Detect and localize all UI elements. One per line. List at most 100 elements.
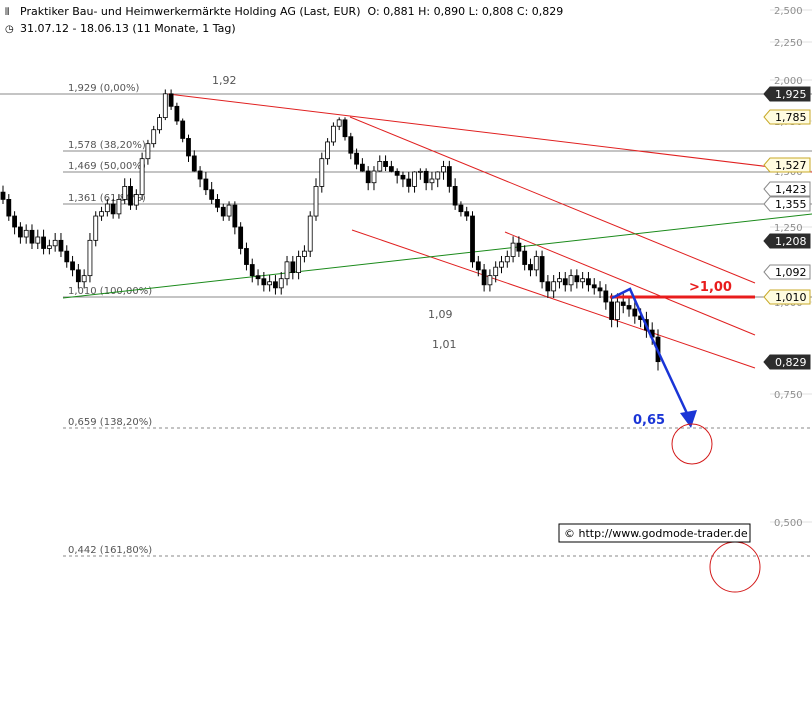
y-tick-label: 1,250 (774, 223, 803, 234)
candle-body (528, 264, 533, 271)
candle (116, 194, 122, 219)
price-box: 1,527 (763, 157, 811, 173)
candle (52, 233, 58, 252)
candle (632, 301, 638, 324)
candle (487, 269, 493, 292)
candle (226, 201, 232, 221)
ohlc-readout: O: 0,881 H: 0,890 L: 0,808 C: 0,829 (367, 5, 564, 18)
candle (186, 134, 191, 162)
fib-label-6: 0,442 (161,80%) (68, 545, 152, 556)
candle-body (110, 203, 116, 215)
y-tick-label: 2,250 (774, 38, 803, 49)
candle (533, 250, 539, 277)
candle (336, 117, 342, 131)
candle (394, 168, 400, 184)
candle-body (475, 261, 481, 271)
candle-body (487, 275, 493, 286)
candle-body (52, 239, 58, 247)
price-box-label: 1,785 (775, 111, 807, 124)
candle (174, 102, 180, 125)
fib-label-5: 0,659 (138,20%) (68, 417, 152, 428)
price-box-shape (763, 264, 811, 280)
candle (330, 122, 336, 146)
candle-body (342, 119, 348, 138)
candle (452, 178, 458, 210)
candle (12, 211, 17, 235)
candle-body (359, 163, 365, 172)
candle (609, 293, 615, 328)
price-box: 1,925 (763, 86, 811, 102)
candle-body (441, 166, 446, 173)
chart-title-row: ⫴ Praktiker Bau- und Heimwerkermärkte Hol… (5, 5, 563, 18)
candle (325, 138, 331, 165)
watermark-box: © http://www.godmode-trader.de (558, 523, 751, 543)
candle (87, 233, 93, 283)
candle (238, 222, 244, 255)
support-line-green (62, 213, 812, 299)
candle-body (464, 211, 470, 217)
candle-body (162, 93, 168, 118)
candle (626, 296, 632, 317)
candle-body (133, 194, 139, 206)
candle-body (0, 191, 6, 200)
y-tick-label: 2,500 (774, 6, 803, 17)
candle-body (64, 250, 70, 263)
candle-body (458, 204, 464, 213)
candle-body (168, 93, 174, 107)
candle (307, 211, 313, 258)
price-box-shape (763, 233, 811, 249)
candle (528, 258, 533, 277)
candle-body (99, 211, 104, 217)
candle (545, 275, 551, 298)
candle-body (93, 215, 99, 241)
trend-lines (62, 93, 812, 369)
candle (539, 250, 545, 289)
chart-period-row: ◷ 31.07.12 - 18.06.13 (11 Monate, 1 Tag) (5, 22, 236, 35)
price-box: 1,785 (763, 109, 811, 125)
candle (41, 229, 46, 255)
candle-body (626, 305, 632, 310)
candle (603, 284, 609, 310)
candle (417, 168, 423, 180)
candle (17, 222, 23, 244)
candle (481, 263, 487, 292)
candle (388, 160, 394, 173)
candle-body (296, 256, 302, 274)
candle (162, 89, 168, 121)
candle (319, 152, 325, 193)
candle (104, 198, 110, 217)
candle (64, 245, 70, 268)
price-box-label: 1,423 (775, 183, 807, 196)
candle (35, 229, 41, 250)
candle-body (87, 239, 93, 277)
annotation-1-92: 1,92 (212, 74, 237, 87)
candle (75, 263, 81, 289)
candle (23, 224, 29, 244)
candle (435, 171, 441, 188)
candle (191, 150, 197, 172)
y-tick-label: 0,500 (774, 518, 803, 529)
y-tick-label: 0,750 (774, 390, 803, 401)
trend-line-upper (167, 93, 812, 173)
candle-body (551, 281, 557, 292)
candle-body (191, 155, 197, 172)
candle (209, 181, 215, 204)
candle-body (557, 278, 562, 283)
candle (359, 158, 365, 172)
price-box: 1,423 (763, 181, 811, 197)
fib-label-3: 1,361 (61,80%) (68, 193, 146, 204)
candle-body (516, 242, 522, 252)
candle (475, 255, 481, 277)
candle-body (209, 189, 215, 200)
candle-body (371, 170, 377, 184)
candle-body (435, 171, 441, 180)
candle (446, 160, 452, 193)
candle-body (562, 278, 568, 286)
candle-body (620, 301, 626, 306)
candle (133, 189, 139, 210)
candle (197, 166, 203, 188)
candlestick-icon: ⫴ (5, 7, 10, 18)
watermark-text: © http://www.godmode-trader.de (564, 527, 748, 540)
price-box-shape (763, 109, 811, 125)
